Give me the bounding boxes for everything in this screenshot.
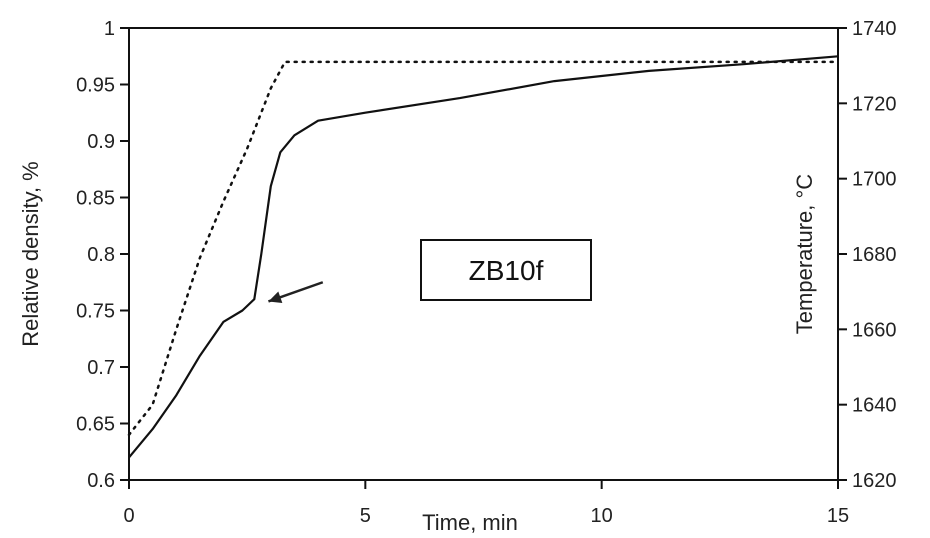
arrow-head [268,291,283,304]
sample-label-box [420,239,592,301]
density-series-line [128,55,839,459]
x-tick-label: 15 [827,505,849,527]
sample-label: ZB10f [469,255,544,286]
temperature-series-line [127,60,840,437]
left-y-tick-label: 0.75 [76,301,115,323]
x-axis-title: Time, min [422,510,518,535]
right-y-tick-label: 1640 [852,395,897,417]
left-y-tick-label: 0.6 [87,470,115,492]
right-axis-title: Temperature, °C [792,174,817,335]
left-y-tick-label: 0.7 [87,357,115,379]
left-y-tick-label: 0.8 [87,244,115,266]
right-y-tick-label: 1660 [852,319,897,341]
x-tick-label: 5 [360,505,371,527]
left-axis-title: Relative density, % [18,161,43,346]
left-y-tick-label: 0.65 [76,414,115,436]
right-y-tick-label: 1720 [852,93,897,115]
right-y-tick-label: 1740 [852,18,897,40]
left-y-tick-label: 1 [104,18,115,40]
right-y-tick-label: 1700 [852,169,897,191]
chart-marks: 0 5 10 15 0.6 0.65 0.7 0.75 0.8 0.85 0.9 0.95 1 1620 1… [76,18,896,527]
right-y-tick-label: 1620 [852,470,897,492]
x-tick-label: 0 [123,505,134,527]
left-y-tick-label: 0.95 [76,75,115,97]
right-y-tick-label: 1680 [852,244,897,266]
left-y-tick-label: 0.85 [76,188,115,210]
x-tick-label: 10 [591,505,613,527]
left-y-tick-label: 0.9 [87,131,115,153]
